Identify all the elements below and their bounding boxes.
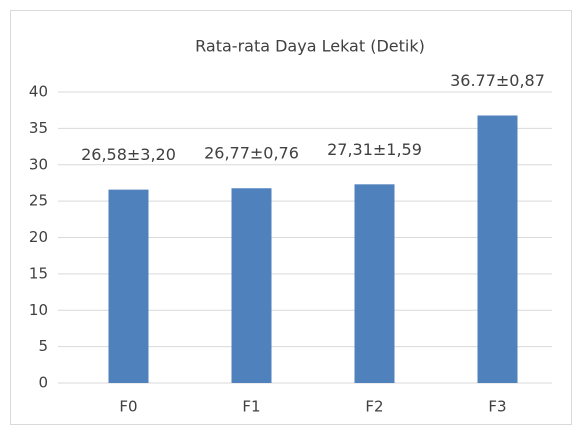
y-tick-label: 30: [29, 155, 48, 173]
chart-title: Rata-rata Daya Lekat (Detik): [195, 37, 425, 56]
y-tick-label: 0: [38, 374, 48, 392]
y-tick-label: 15: [29, 264, 48, 282]
bar: [354, 184, 395, 383]
y-tick-label: 20: [29, 228, 48, 246]
bar: [477, 115, 518, 383]
y-tick-label: 5: [38, 337, 48, 355]
y-tick-label: 35: [29, 119, 48, 137]
x-tick-label: F3: [488, 398, 506, 416]
data-label: 26,58±3,20: [81, 145, 176, 164]
x-tick-label: F0: [119, 398, 137, 416]
bar: [231, 188, 272, 383]
x-tick-label: F1: [242, 398, 260, 416]
y-tick-label: 40: [29, 83, 48, 101]
y-tick-label: 25: [29, 192, 48, 210]
x-tick-label: F2: [365, 398, 383, 416]
y-tick-label: 10: [29, 301, 48, 319]
data-label: 36.77±0,87: [450, 71, 545, 90]
bar: [108, 189, 149, 383]
data-label: 26,77±0,76: [204, 144, 299, 163]
data-label: 27,31±1,59: [327, 140, 422, 159]
